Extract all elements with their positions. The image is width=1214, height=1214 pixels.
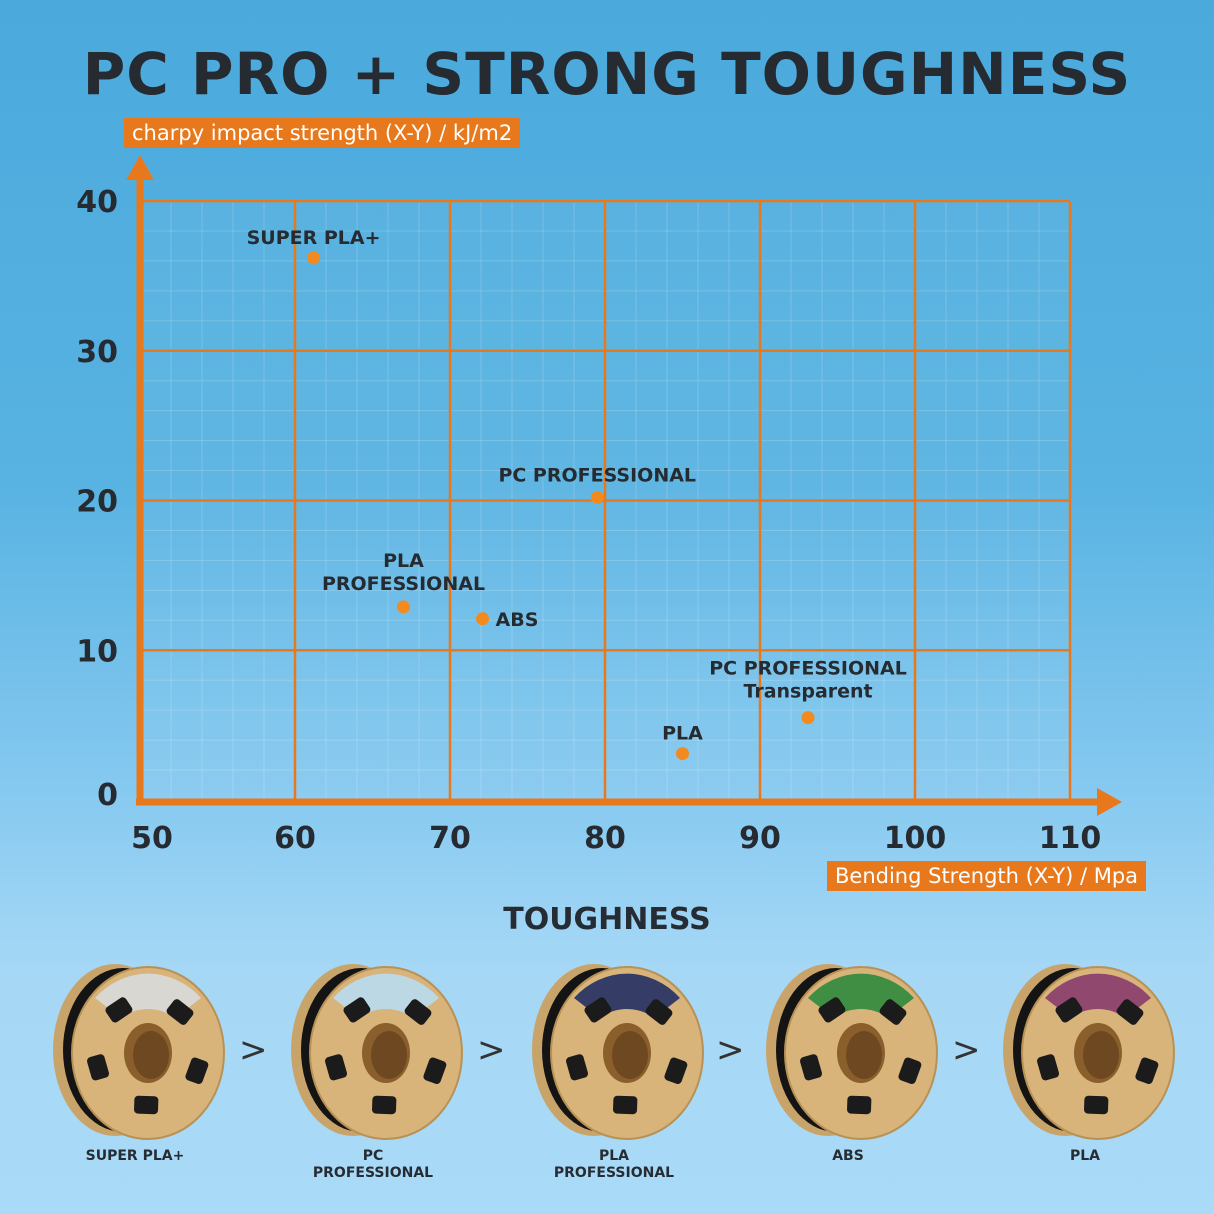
x-tick-label: 50 [131,821,173,856]
x-tick-label: 90 [739,821,781,856]
y-tick-label: 20 [76,485,118,520]
data-point [676,747,689,761]
spool-label: PLA PROFESSIONAL [553,1148,675,1181]
spool-label: PLA [1069,1148,1101,1164]
filament-spool-image [524,958,704,1143]
greater-than-separator: > [239,1030,268,1070]
point-label: SUPER PLA+ [247,227,381,249]
x-tick-label: 70 [429,821,471,856]
greater-than-separator: > [477,1030,506,1070]
point-label: PLA PROFESSIONAL [322,550,485,595]
x-tick-label: 100 [884,821,947,856]
data-point [397,600,410,614]
y-tick-label: 30 [76,335,118,370]
y-axis-arrow [126,155,154,180]
point-label: PC PROFESSIONAL [498,465,696,487]
filament-spool-image [45,958,225,1143]
data-point [476,612,490,626]
y-tick-label: 0 [97,778,118,813]
spool-label: PC PROFESSIONAL [312,1148,434,1181]
x-axis-arrow [1097,788,1122,816]
point-label: PC PROFESSIONAL Transparent [709,658,907,703]
point-label: ABS [496,609,539,631]
y-tick-label: 10 [76,634,118,669]
spool-label: ABS [832,1148,864,1164]
y-axis-label: charpy impact strength (X-Y) / kJ/m2 [124,118,521,148]
scatter-chart: 50 60 70 80 90 100 110 0 10 20 30 40 SUPER PLA+ PC PR… [76,155,1122,856]
greater-than-separator: > [716,1030,745,1070]
greater-than-separator: > [952,1030,981,1070]
data-point [801,711,815,725]
data-point [590,491,604,505]
x-axis-label: Bending Strength (X-Y) / Mpa [827,861,1147,891]
x-tick-label: 110 [1039,821,1102,856]
data-point [307,251,321,265]
filament-spool-image [283,958,463,1143]
y-tick-label: 40 [76,185,118,220]
x-tick-label: 80 [584,821,626,856]
point-label: PLA [662,723,703,745]
spool-label: SUPER PLA+ [85,1148,185,1164]
filament-spool-image [758,958,938,1143]
toughness-title: TOUGHNESS [503,902,711,937]
x-tick-label: 60 [274,821,316,856]
page-title: PC PRO + STRONG TOUGHNESS [82,40,1132,108]
filament-spool-image [995,958,1175,1143]
